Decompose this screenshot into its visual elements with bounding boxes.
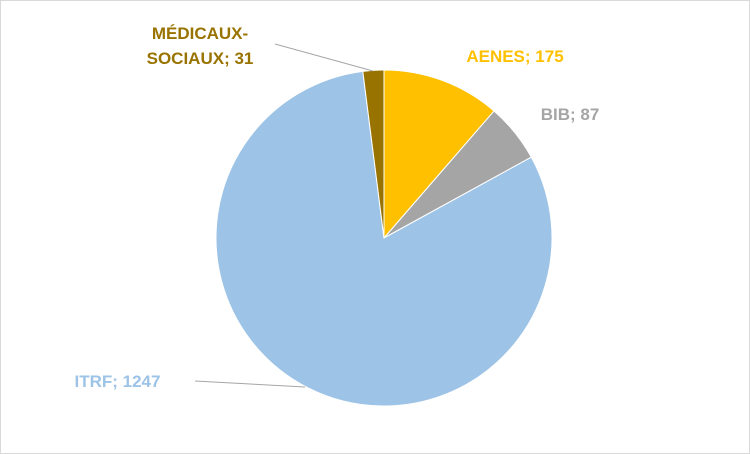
data-label: ITRF; 1247	[74, 372, 161, 391]
data-label: AENES; 175	[466, 47, 564, 66]
pie-slice	[362, 69, 385, 239]
leader-line	[194, 380, 306, 388]
data-label: MÉDICAUX-SOCIAUX; 31	[146, 24, 254, 68]
pie-slice	[383, 69, 495, 240]
data-label: BIB; 87	[540, 105, 600, 124]
pie-slice	[215, 70, 553, 407]
leader-line	[274, 43, 374, 72]
